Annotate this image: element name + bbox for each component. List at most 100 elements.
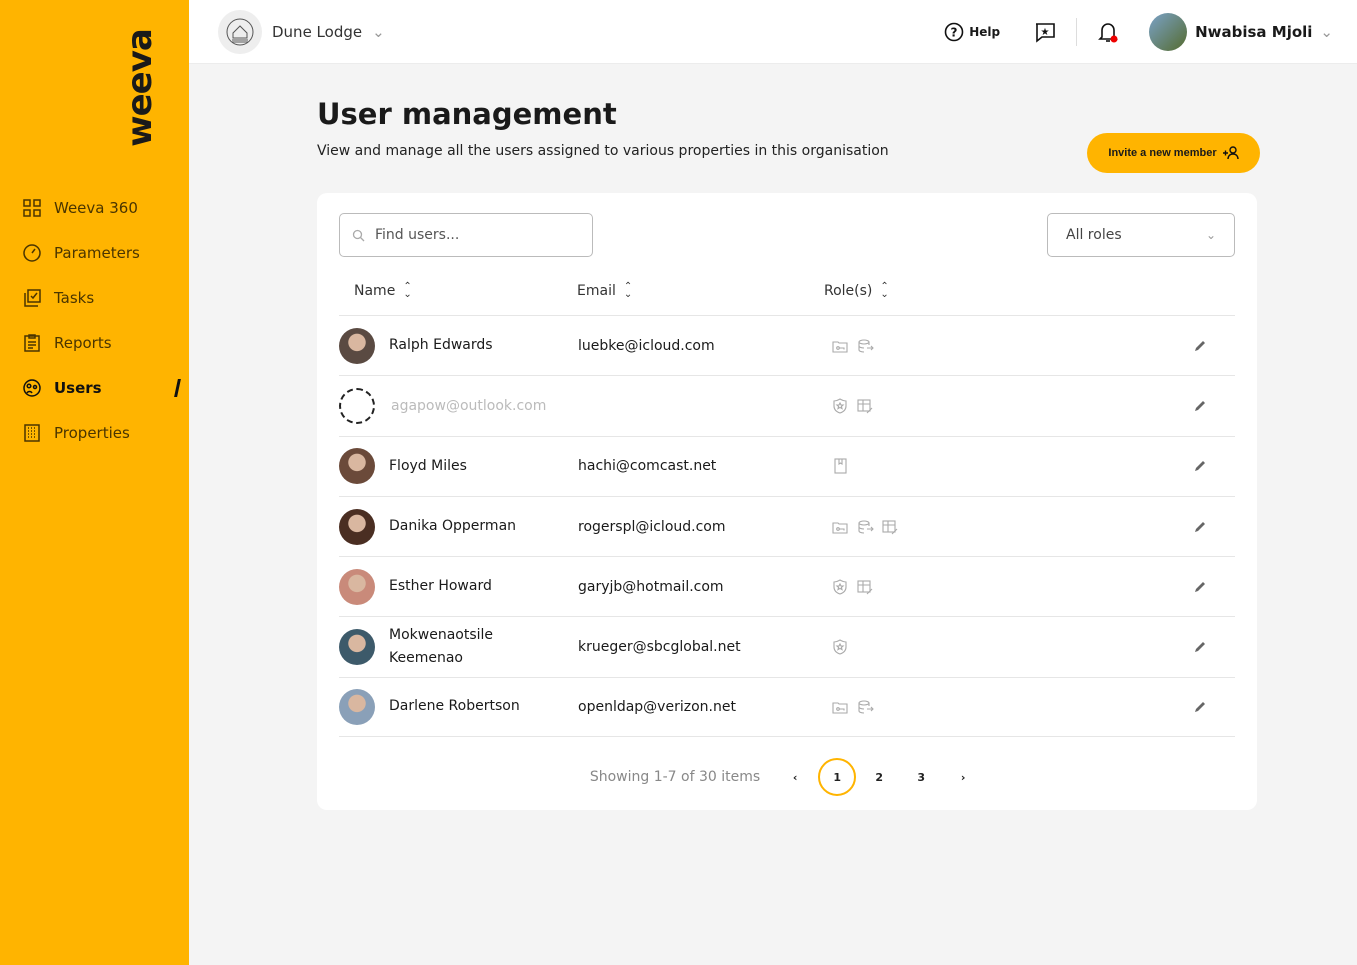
page-2-button[interactable]: 2	[875, 770, 883, 784]
add-user-icon	[1222, 146, 1239, 160]
avatar	[339, 327, 375, 364]
avatar	[339, 629, 375, 666]
prev-page-button[interactable]: ‹	[792, 770, 798, 784]
gauge-icon	[22, 243, 42, 263]
search-icon	[352, 229, 365, 241]
chevron-down-icon: ⌄	[372, 23, 385, 41]
chevron-down-icon: ⌄	[1320, 23, 1333, 41]
user-roles	[832, 519, 899, 535]
book-icon	[834, 458, 847, 474]
svg-text:★: ★	[1041, 27, 1050, 38]
table-edit-icon	[857, 399, 873, 414]
help-button[interactable]: ? Help	[944, 22, 1000, 42]
avatar	[339, 568, 375, 605]
user-menu[interactable]: Nwabisa Mjoli ⌄	[1149, 13, 1333, 51]
database-export-icon	[858, 700, 874, 714]
user-email: rogerspl@icloud.com	[578, 518, 726, 535]
chevron-down-icon: ⌄	[1205, 228, 1216, 242]
sidebar-item-label: Weeva 360	[54, 198, 138, 217]
column-email[interactable]: Email ⌃ ⌄	[577, 281, 633, 300]
pencil-icon[interactable]	[1193, 399, 1207, 413]
weeva-logo[interactable]: weeva	[120, 29, 161, 147]
table-row[interactable]: Ralph Edwards luebke@icloud.com	[339, 315, 1235, 375]
pencil-icon[interactable]	[1193, 459, 1207, 473]
sidebar-item-parameters[interactable]: Parameters	[22, 230, 189, 275]
user-roles	[832, 699, 874, 715]
column-roles[interactable]: Role(s) ⌃ ⌄	[824, 281, 889, 300]
sidebar-item-reports[interactable]: Reports	[22, 320, 189, 365]
roles-select[interactable]: All roles ⌄	[1047, 213, 1235, 257]
sort-icon: ⌃ ⌄	[403, 281, 412, 300]
user-name: Danika Opperman	[389, 518, 517, 535]
users-card: Find users... All roles ⌄ Name ⌃ ⌄ Email ⌃ ⌄…	[317, 193, 1257, 810]
sidebar-item-weeva-360[interactable]: Weeva 360	[22, 185, 189, 230]
grid-icon	[22, 198, 42, 218]
pencil-icon[interactable]	[1193, 520, 1207, 534]
bell-icon[interactable]	[1097, 20, 1119, 44]
table-row[interactable]: Esther Howard garyjb@hotmail.com	[339, 556, 1235, 616]
user-roles	[832, 458, 849, 474]
sidebar-item-tasks[interactable]: Tasks	[22, 275, 189, 320]
database-export-icon	[858, 339, 874, 353]
pencil-icon[interactable]	[1193, 339, 1207, 353]
table-row[interactable]: agapow@outlook.com	[339, 375, 1235, 435]
column-name[interactable]: Name ⌃ ⌄	[354, 281, 412, 300]
property-name: Dune Lodge	[272, 23, 363, 41]
table-edit-icon	[882, 519, 898, 534]
invite-member-button[interactable]: Invite a new member	[1087, 133, 1260, 173]
page-1-button[interactable]: 1	[818, 758, 857, 796]
sidebar-item-label: Tasks	[54, 288, 95, 307]
sidebar-nav: Weeva 360 Parameters Tasks Reports Users Prop…	[22, 185, 189, 455]
property-selector[interactable]: Dune Lodge ⌄	[218, 10, 385, 54]
table-row[interactable]: Floyd Miles hachi@comcast.net	[339, 435, 1235, 496]
avatar	[1149, 13, 1188, 51]
next-page-button[interactable]: ›	[960, 770, 966, 784]
folder-key-icon	[832, 702, 848, 714]
user-email: hachi@comcast.net	[578, 458, 717, 475]
svg-text:?: ?	[951, 26, 958, 40]
table-row[interactable]: Mokwenaotsile Keemenao krueger@sbcglobal.…	[339, 616, 1235, 676]
page-3-button[interactable]: 3	[917, 770, 925, 784]
pencil-icon[interactable]	[1193, 640, 1207, 654]
top-header: Dune Lodge ⌄ ? Help ★ Nwabisa Mjoli ⌄	[189, 0, 1357, 64]
header-divider	[1076, 18, 1078, 46]
search-input[interactable]: Find users...	[339, 213, 593, 257]
avatar	[339, 448, 375, 485]
user-email: garyjb@hotmail.com	[578, 578, 724, 595]
sort-icon: ⌃ ⌄	[880, 281, 889, 300]
user-roles	[832, 338, 874, 354]
shield-star-icon	[833, 639, 847, 655]
users-icon	[22, 378, 42, 398]
tasks-icon	[22, 288, 42, 308]
user-email: agapow@outlook.com	[391, 397, 547, 414]
table-row[interactable]: Darlene Robertson openldap@verizon.net	[339, 676, 1235, 738]
building-icon	[22, 423, 42, 443]
user-name: Floyd Miles	[389, 457, 467, 474]
pencil-icon[interactable]	[1193, 580, 1207, 594]
avatar	[339, 508, 375, 545]
sidebar-item-users[interactable]: Users	[22, 365, 189, 410]
sidebar-item-label: Properties	[54, 423, 130, 442]
pagination-summary: Showing 1-7 of 30 items	[589, 769, 761, 785]
pencil-icon[interactable]	[1193, 700, 1207, 714]
page-subtitle: View and manage all the users assigned t…	[317, 143, 889, 159]
avatar-placeholder	[339, 387, 375, 424]
active-indicator	[174, 378, 181, 397]
folder-key-icon	[832, 521, 848, 534]
user-name: Ralph Edwards	[389, 337, 493, 354]
table-edit-icon	[857, 580, 873, 595]
sidebar-item-properties[interactable]: Properties	[22, 410, 189, 455]
user-roles	[832, 398, 874, 414]
table-row[interactable]: Danika Opperman rogerspl@icloud.com	[339, 495, 1235, 556]
user-name: Darlene Robertson	[389, 698, 520, 715]
user-email: openldap@verizon.net	[578, 698, 736, 715]
avatar	[339, 688, 375, 725]
question-icon: ?	[944, 22, 964, 42]
feedback-icon[interactable]: ★	[1034, 21, 1056, 43]
sidebar-item-label: Parameters	[54, 243, 140, 262]
user-name: Esther Howard	[389, 578, 492, 595]
sort-icon: ⌃ ⌄	[623, 281, 633, 300]
property-logo	[218, 10, 262, 54]
sidebar: weeva Weeva 360 Parameters Tasks Reports Use…	[0, 0, 189, 965]
users-table: Ralph Edwards luebke@icloud.com agapow@out…	[339, 315, 1235, 738]
